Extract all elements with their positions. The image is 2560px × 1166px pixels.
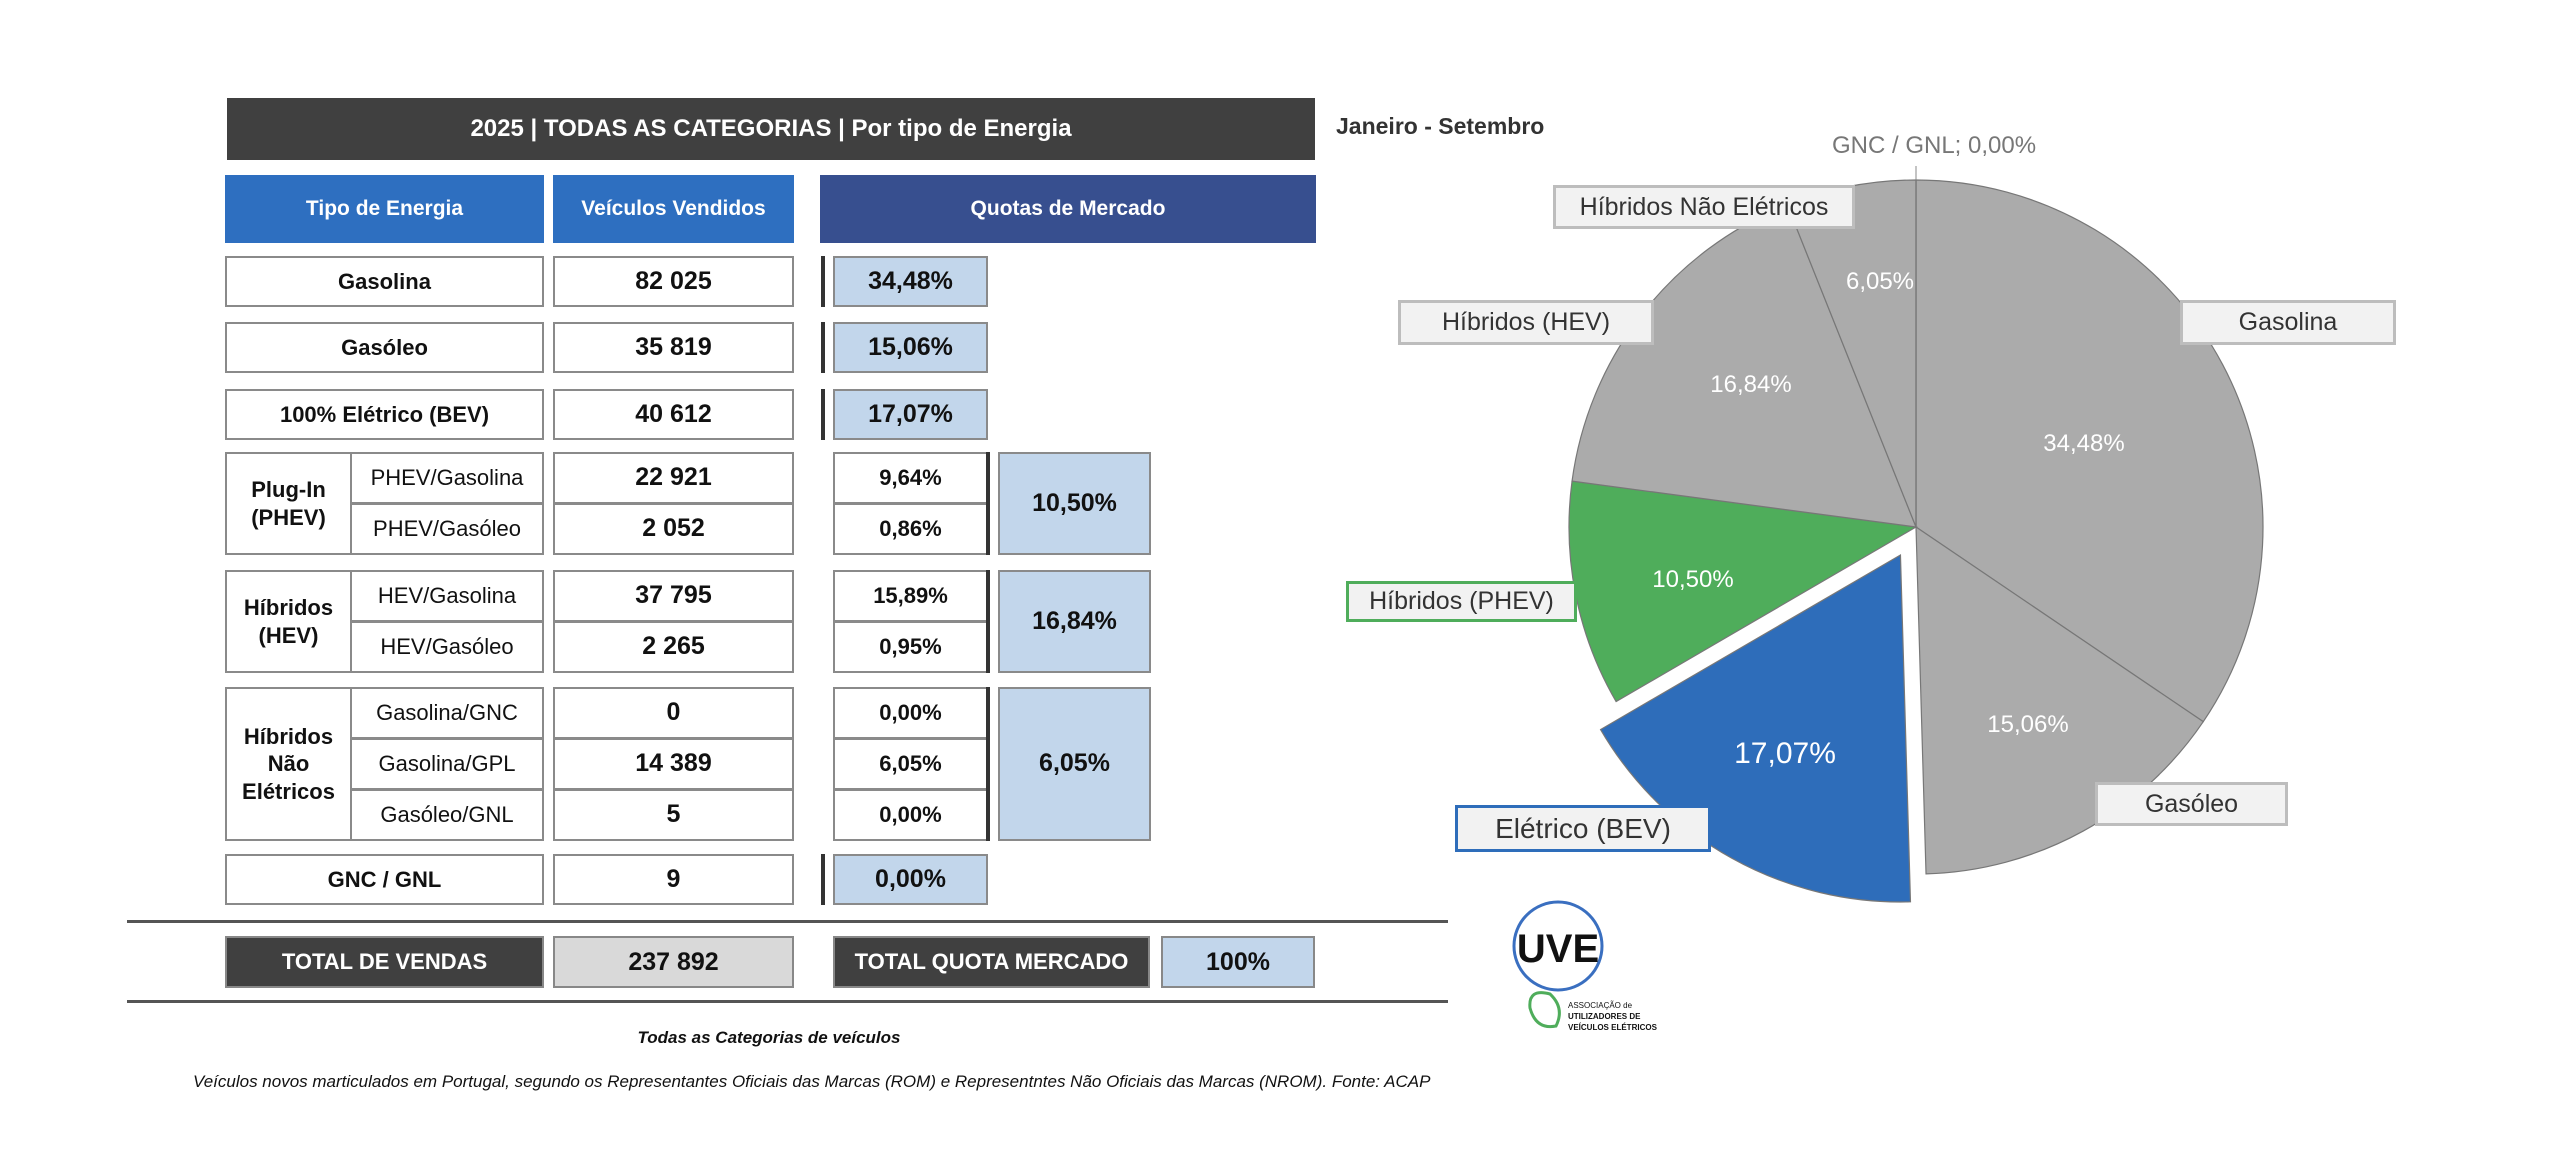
svg-text:VEÍCULOS ELÉTRICOS: VEÍCULOS ELÉTRICOS [1568, 1023, 1658, 1032]
sub-sold: 2 052 [553, 503, 794, 555]
label-bev: Elétrico (BEV) [1455, 805, 1711, 852]
sub-sold: 5 [553, 789, 794, 841]
label-gnc: GNC / GNL; 0,00% [1832, 132, 2037, 159]
pct-hev: 16,84% [1710, 371, 1792, 398]
divider [986, 452, 990, 555]
row-bev-sold: 40 612 [553, 389, 794, 440]
divider [986, 570, 990, 673]
sub-sold: 14 389 [553, 738, 794, 790]
total-share-label: TOTAL QUOTA MERCADO [833, 936, 1150, 988]
divider [821, 389, 825, 440]
row-gasolina-share: 34,48% [833, 256, 988, 307]
group-phev-share: 10,50% [998, 452, 1151, 555]
divider [821, 854, 825, 905]
pie-slice-gasolina [1915, 179, 2264, 723]
divider [821, 322, 825, 373]
header-tipo: Tipo de Energia [225, 175, 544, 243]
divider [986, 687, 990, 841]
caption: Todas as Categorias de veículos [637, 1028, 901, 1047]
row-gasolina-label: Gasolina [225, 256, 544, 307]
row-gasoleo-sold: 35 819 [553, 322, 794, 373]
svg-text:UVE: UVE [1517, 927, 1599, 971]
separator-line [127, 920, 1448, 923]
total-share-value: 100% [1161, 936, 1315, 988]
row-bev-share: 17,07% [833, 389, 988, 440]
sub-label: HEV/Gasóleo [350, 621, 544, 673]
row-gnc-sold: 9 [553, 854, 794, 905]
pct-gasolina: 34,48% [2043, 430, 2125, 457]
sub-label: Gasolina/GNC [350, 687, 544, 739]
group-phev-label: Plug-In (PHEV) [225, 452, 352, 555]
separator-line [127, 1000, 1448, 1003]
divider [821, 256, 825, 307]
sub-label: Gasolina/GPL [350, 738, 544, 790]
header-vendidos: Veículos Vendidos [553, 175, 794, 243]
total-sales-value: 237 892 [553, 936, 794, 988]
svg-text:ASSOCIAÇÃO de: ASSOCIAÇÃO de [1568, 1001, 1633, 1010]
sub-sold: 2 265 [553, 621, 794, 673]
sub-share: 0,00% [833, 789, 988, 841]
title-bar: 2025 | TODAS AS CATEGORIAS | Por tipo de… [227, 98, 1315, 160]
sub-share: 0,95% [833, 621, 988, 673]
group-hev-share: 16,84% [998, 570, 1151, 673]
sub-label: PHEV/Gasóleo [350, 503, 544, 555]
label-phev: Híbridos (PHEV) [1346, 581, 1577, 622]
row-gnc-label: GNC / GNL [225, 854, 544, 905]
sub-label: Gasóleo/GNL [350, 789, 544, 841]
footnote: Veículos novos marticulados em Portugal,… [193, 1072, 1431, 1091]
label-nao-eletricos: Híbridos Não Elétricos [1553, 185, 1855, 229]
sub-label: HEV/Gasolina [350, 570, 544, 622]
sub-share: 0,86% [833, 503, 988, 555]
row-gasoleo-share: 15,06% [833, 322, 988, 373]
uve-logo: UVE ASSOCIAÇÃO de UTILIZADORES DE VEÍCUL… [1510, 898, 1670, 1048]
label-gasoleo: Gasóleo [2095, 782, 2288, 826]
row-gasolina-sold: 82 025 [553, 256, 794, 307]
row-gasoleo-label: Gasóleo [225, 322, 544, 373]
label-gasolina: Gasolina [2180, 300, 2396, 345]
row-gnc-share: 0,00% [833, 854, 988, 905]
pct-gasoleo: 15,06% [1987, 711, 2069, 738]
group-nonel-label: Híbridos Não Elétricos [225, 687, 352, 841]
svg-text:UTILIZADORES DE: UTILIZADORES DE [1568, 1012, 1641, 1021]
pct-bev: 17,07% [1734, 737, 1836, 770]
sub-share: 9,64% [833, 452, 988, 504]
group-nonel-share: 6,05% [998, 687, 1151, 841]
pct-phev: 10,50% [1652, 566, 1734, 593]
sub-sold: 37 795 [553, 570, 794, 622]
header-quotas: Quotas de Mercado [820, 175, 1316, 243]
period-label: Janeiro - Setembro [1336, 113, 1545, 139]
group-hev-label: Híbridos (HEV) [225, 570, 352, 673]
label-hev: Híbridos (HEV) [1398, 300, 1654, 345]
total-sales-label: TOTAL DE VENDAS [225, 936, 544, 988]
row-bev-label: 100% Elétrico (BEV) [225, 389, 544, 440]
pct-nao-eletricos: 6,05% [1845, 268, 1915, 295]
